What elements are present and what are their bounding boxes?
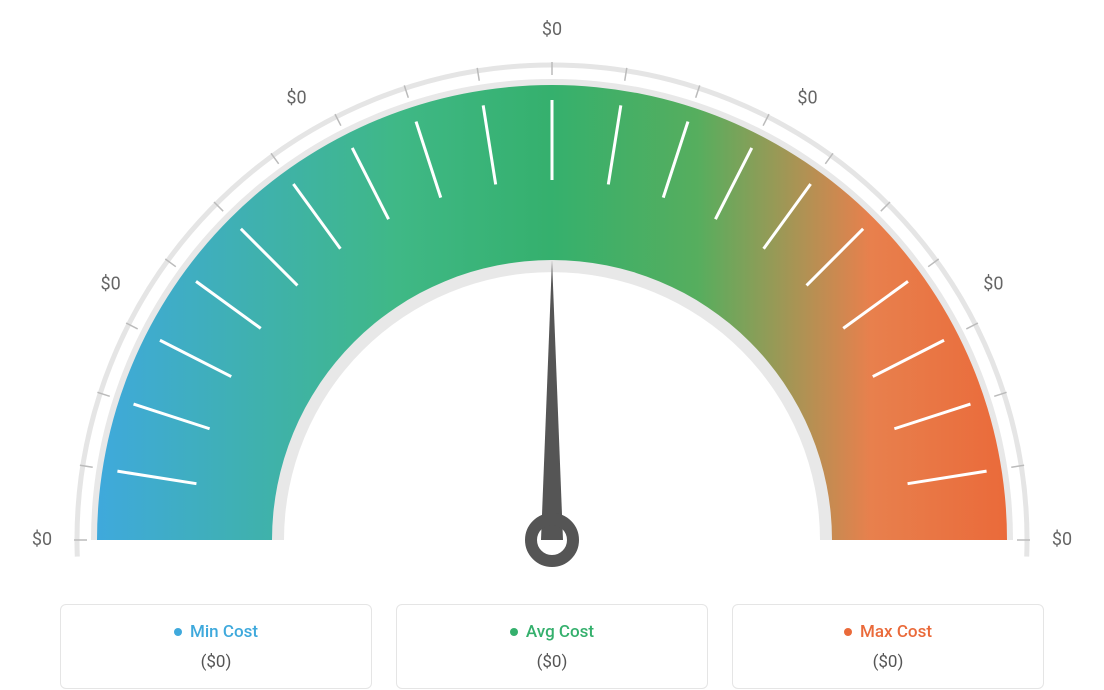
legend-row: Min Cost ($0) Avg Cost ($0) Max Cost ($0…	[20, 604, 1084, 689]
legend-title-max: Max Cost	[844, 622, 932, 642]
svg-text:$0: $0	[1052, 529, 1072, 550]
svg-text:$0: $0	[286, 87, 306, 108]
legend-value-avg: ($0)	[415, 652, 689, 672]
legend-value-max: ($0)	[751, 652, 1025, 672]
svg-text:$0: $0	[32, 529, 52, 550]
legend-card-min: Min Cost ($0)	[60, 604, 372, 689]
legend-title-avg: Avg Cost	[510, 622, 594, 642]
legend-label-min: Min Cost	[190, 622, 258, 642]
legend-card-avg: Avg Cost ($0)	[396, 604, 708, 689]
svg-text:$0: $0	[542, 20, 562, 40]
legend-card-max: Max Cost ($0)	[732, 604, 1044, 689]
svg-text:$0: $0	[983, 273, 1003, 294]
cost-gauge-chart: $0 $0 $0 $0 $0 $0 $0 Min Cost ($0) Avg Cost ($…	[20, 20, 1084, 689]
svg-text:$0: $0	[797, 87, 817, 108]
svg-text:$0: $0	[100, 273, 120, 294]
legend-dot-avg	[510, 628, 518, 636]
legend-dot-max	[844, 628, 852, 636]
gauge-svg: $0 $0 $0 $0 $0 $0 $0	[22, 20, 1082, 580]
legend-label-avg: Avg Cost	[526, 622, 594, 642]
legend-title-min: Min Cost	[174, 622, 258, 642]
legend-value-min: ($0)	[79, 652, 353, 672]
legend-label-max: Max Cost	[860, 622, 932, 642]
legend-dot-min	[174, 628, 182, 636]
